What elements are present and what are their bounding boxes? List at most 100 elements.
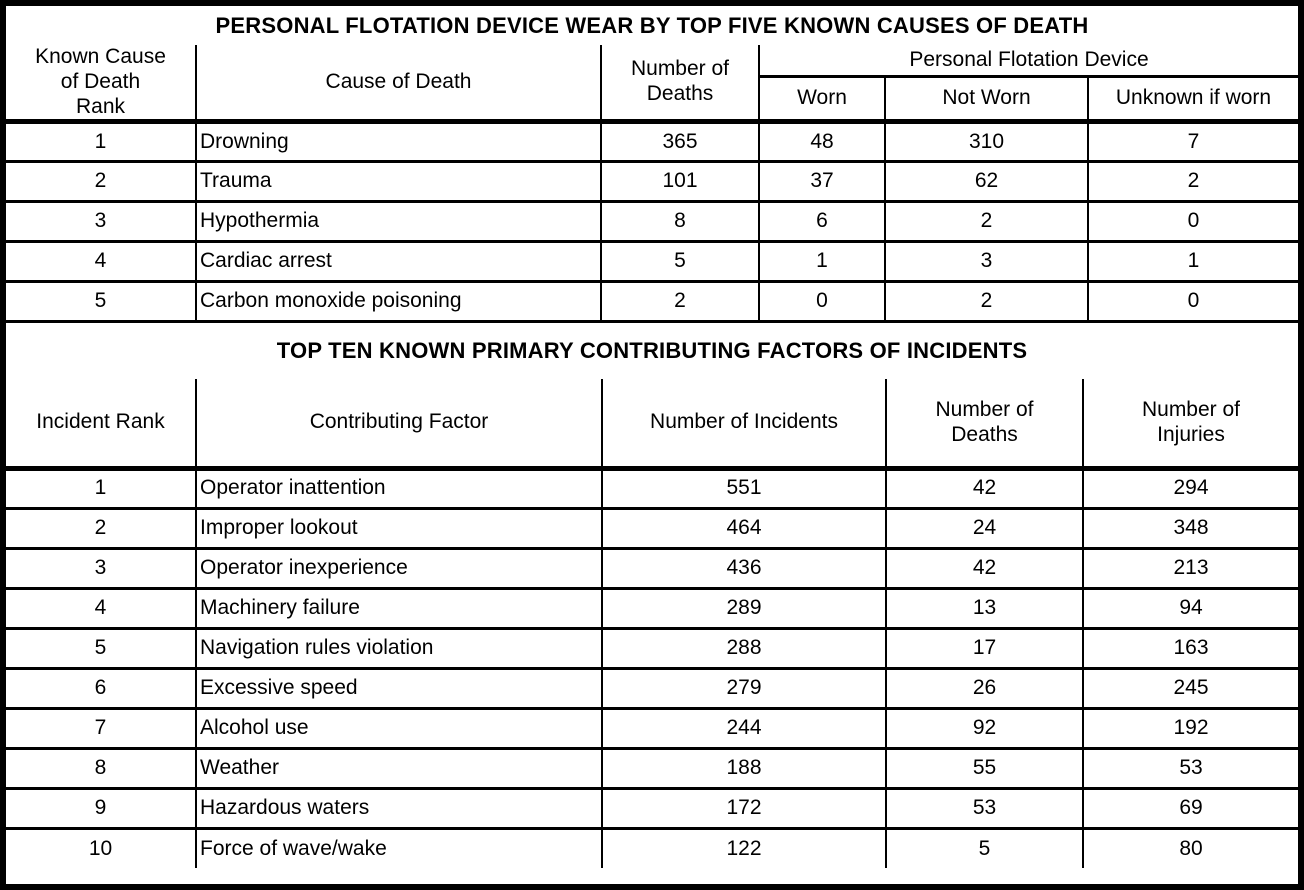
factor-cell: Operator inattention bbox=[195, 465, 603, 510]
table1-header-row-top: Known Cause of Death Rank Cause of Death… bbox=[6, 45, 1298, 123]
injuries-cell: 163 bbox=[1081, 626, 1298, 670]
rank-cell: 4 bbox=[6, 586, 197, 630]
incidents-cell: 436 bbox=[601, 546, 887, 590]
table2-title-row: TOP TEN KNOWN PRIMARY CONTRIBUTING FACTO… bbox=[6, 323, 1298, 379]
column-header-incident-rank: Incident Rank bbox=[6, 379, 197, 470]
contributing-factors-table: TOP TEN KNOWN PRIMARY CONTRIBUTING FACTO… bbox=[6, 323, 1298, 869]
incidents-cell: 551 bbox=[601, 465, 887, 510]
table-row: 7 Alcohol use 244 92 192 bbox=[6, 706, 1298, 750]
incidents-cell: 244 bbox=[601, 706, 887, 750]
injuries-cell: 213 bbox=[1081, 546, 1298, 590]
deaths-cell: 92 bbox=[885, 706, 1084, 750]
table-row: 4 Machinery failure 289 13 94 bbox=[6, 586, 1298, 630]
factor-cell: Weather bbox=[195, 746, 603, 790]
table2-header-row: Incident Rank Contributing Factor Number… bbox=[6, 379, 1298, 470]
deaths-cell: 26 bbox=[885, 666, 1084, 710]
factor-cell: Machinery failure bbox=[195, 586, 603, 630]
column-header-cause-of-death: Cause of Death bbox=[195, 45, 602, 123]
rank-cell: 2 bbox=[6, 506, 197, 550]
deaths-cell: 8 bbox=[600, 200, 760, 244]
factor-cell: Improper lookout bbox=[195, 506, 603, 550]
rank-cell: 6 bbox=[6, 666, 197, 710]
rank-cell: 7 bbox=[6, 706, 197, 750]
worn-cell: 6 bbox=[758, 200, 886, 244]
injuries-cell: 94 bbox=[1081, 586, 1298, 630]
worn-cell: 1 bbox=[758, 240, 886, 284]
not-worn-cell: 62 bbox=[884, 160, 1089, 204]
incidents-cell: 289 bbox=[601, 586, 887, 630]
factor-cell: Excessive speed bbox=[195, 666, 603, 710]
unknown-cell: 1 bbox=[1087, 240, 1298, 284]
worn-cell: 0 bbox=[758, 280, 886, 324]
table-row: 3 Operator inexperience 436 42 213 bbox=[6, 546, 1298, 590]
table-row: 5 Navigation rules violation 288 17 163 bbox=[6, 626, 1298, 670]
cause-cell: Trauma bbox=[195, 160, 602, 204]
table-row: 2 Trauma 101 37 62 2 bbox=[6, 160, 1298, 204]
not-worn-cell: 2 bbox=[884, 280, 1089, 324]
not-worn-cell: 310 bbox=[884, 119, 1089, 164]
deaths-cell: 53 bbox=[885, 786, 1084, 830]
factor-cell: Navigation rules violation bbox=[195, 626, 603, 670]
table2-title: TOP TEN KNOWN PRIMARY CONTRIBUTING FACTO… bbox=[276, 338, 1028, 364]
table-row: 3 Hypothermia 8 6 2 0 bbox=[6, 200, 1298, 244]
unknown-cell: 0 bbox=[1087, 200, 1298, 244]
incidents-cell: 122 bbox=[601, 826, 887, 869]
table-row: 1 Drowning 365 48 310 7 bbox=[6, 119, 1298, 164]
deaths-cell: 101 bbox=[600, 160, 760, 204]
deaths-cell: 5 bbox=[885, 826, 1084, 869]
column-header-worn: Worn bbox=[759, 76, 886, 123]
worn-cell: 48 bbox=[758, 119, 886, 164]
deaths-cell: 13 bbox=[885, 586, 1084, 630]
table1-header-row-sub: Worn Not Worn Unknown if worn bbox=[6, 76, 1298, 123]
incidents-cell: 288 bbox=[601, 626, 887, 670]
column-group-header-pfd: Personal Flotation Device bbox=[758, 45, 1298, 79]
table-row: 8 Weather 188 55 53 bbox=[6, 746, 1298, 790]
column-header-unknown-if-worn: Unknown if worn bbox=[1087, 76, 1298, 123]
column-header-number-of-incidents: Number of Incidents bbox=[601, 379, 887, 470]
table1-title-row: PERSONAL FLOTATION DEVICE WEAR BY TOP FI… bbox=[6, 6, 1298, 45]
table-row: 9 Hazardous waters 172 53 69 bbox=[6, 786, 1298, 830]
deaths-cell: 2 bbox=[600, 280, 760, 324]
deaths-cell: 24 bbox=[885, 506, 1084, 550]
factor-cell: Force of wave/wake bbox=[195, 826, 603, 869]
not-worn-cell: 2 bbox=[884, 200, 1089, 244]
deaths-cell: 42 bbox=[885, 465, 1084, 510]
rank-cell: 10 bbox=[6, 826, 197, 869]
rank-cell: 1 bbox=[6, 119, 197, 164]
unknown-cell: 7 bbox=[1087, 119, 1298, 164]
injuries-cell: 53 bbox=[1081, 746, 1298, 790]
injuries-cell: 69 bbox=[1081, 786, 1298, 830]
injuries-cell: 80 bbox=[1081, 826, 1298, 869]
cause-cell: Cardiac arrest bbox=[195, 240, 602, 284]
deaths-cell: 17 bbox=[885, 626, 1084, 670]
cause-cell: Hypothermia bbox=[195, 200, 602, 244]
factor-cell: Operator inexperience bbox=[195, 546, 603, 590]
deaths-cell: 42 bbox=[885, 546, 1084, 590]
injuries-cell: 294 bbox=[1081, 465, 1298, 510]
factor-cell: Alcohol use bbox=[195, 706, 603, 750]
unknown-cell: 2 bbox=[1087, 160, 1298, 204]
column-header-known-cause-rank: Known Cause of Death Rank bbox=[6, 45, 197, 123]
column-header-number-of-deaths: Number of Deaths bbox=[600, 45, 760, 123]
rank-cell: 2 bbox=[6, 160, 197, 204]
table-row: 5 Carbon monoxide poisoning 2 0 2 0 bbox=[6, 280, 1298, 324]
injuries-cell: 245 bbox=[1081, 666, 1298, 710]
worn-cell: 37 bbox=[758, 160, 886, 204]
table1-title: PERSONAL FLOTATION DEVICE WEAR BY TOP FI… bbox=[215, 12, 1089, 38]
column-header-contributing-factor: Contributing Factor bbox=[195, 379, 603, 470]
column-header-not-worn: Not Worn bbox=[884, 76, 1089, 123]
incidents-cell: 464 bbox=[601, 506, 887, 550]
incidents-cell: 188 bbox=[601, 746, 887, 790]
rank-cell: 8 bbox=[6, 746, 197, 790]
incidents-cell: 279 bbox=[601, 666, 887, 710]
injuries-cell: 192 bbox=[1081, 706, 1298, 750]
factor-cell: Hazardous waters bbox=[195, 786, 603, 830]
rank-cell: 1 bbox=[6, 465, 197, 510]
table-row: 6 Excessive speed 279 26 245 bbox=[6, 666, 1298, 710]
rank-cell: 3 bbox=[6, 200, 197, 244]
incidents-cell: 172 bbox=[601, 786, 887, 830]
column-header-number-of-injuries: Number of Injuries bbox=[1081, 379, 1298, 470]
deaths-cell: 55 bbox=[885, 746, 1084, 790]
column-header-number-of-deaths: Number of Deaths bbox=[885, 379, 1084, 470]
